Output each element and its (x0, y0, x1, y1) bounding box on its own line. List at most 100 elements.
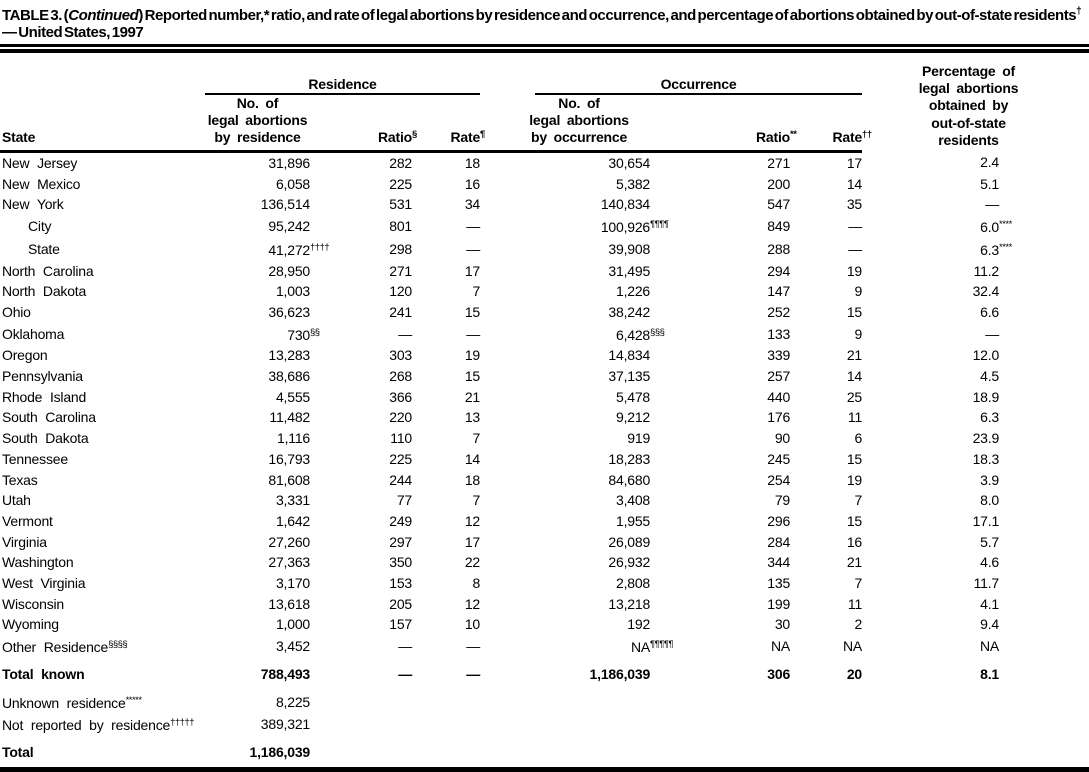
pct-cell: 6.3 (980, 409, 1000, 426)
occ-ratio-cell: 30 (774, 616, 791, 633)
occ-no-header-line: by occurrence (530, 129, 628, 145)
occ-ratio-cell: 147 (767, 283, 791, 300)
pct-cell: 5.1 (980, 175, 1000, 192)
pct-cell: 11.7 (973, 575, 1000, 592)
occ-ratio-cell: 135 (767, 575, 791, 592)
state-cell: State (28, 240, 60, 257)
res-rate-cell: 19 (464, 347, 481, 364)
percentage-column-header: Percentage of legal abortions obtained b… (862, 62, 1089, 152)
state-cell: Washington (2, 554, 74, 571)
res-ratio-cell: — (398, 665, 412, 682)
occ-no-cell: 31,495 (608, 262, 651, 279)
res-no-cell: 27,260 (268, 533, 310, 550)
group-header-spacer (0, 62, 205, 95)
occ-ratio-label: Ratio (756, 129, 791, 145)
state-cell: South Dakota (2, 430, 89, 447)
res-ratio-cell: — (398, 325, 412, 342)
occ-no-cell: 1,186,039 (589, 665, 651, 682)
res-rate-cell: 21 (464, 388, 481, 405)
occ-rate-cell: 15 (846, 450, 863, 467)
res-ratio-cell: 801 (389, 218, 412, 235)
table-row: New Jersey 31,896 282 18 30,654 271 17 2.4 (0, 152, 1089, 174)
occ-ratio-cell: 344 (767, 554, 791, 571)
occ-ratio-cell: 440 (767, 388, 791, 405)
occ-ratio-cell: 199 (767, 595, 791, 612)
state-cell: North Carolina (2, 262, 94, 279)
occ-ratio-cell: 339 (767, 347, 791, 364)
res-no-cell: 136,514 (260, 196, 310, 213)
occ-no-cell: 140,834 (600, 196, 651, 213)
state-cell: South Carolina (2, 409, 96, 426)
table-title: TABLE 3. (Continued) Reported number,* r… (0, 4, 1087, 41)
occ-no-cell: 84,680 (608, 471, 651, 488)
res-ratio-column-header: Ratio§ (310, 95, 417, 153)
pct-header-line: obtained by (928, 97, 1009, 114)
state-cell: Oklahoma (2, 325, 65, 342)
occ-no-cell: 192 (627, 616, 651, 633)
occ-ratio-column-header: Ratio** (650, 95, 797, 153)
res-ratio-cell: 297 (389, 533, 412, 550)
title-continued: Continued (68, 7, 139, 24)
table-row: Unknown residence***** 8,225 (0, 685, 1089, 714)
occ-ratio-cell: 176 (767, 409, 791, 426)
occurrence-group-label: Occurrence (535, 76, 863, 95)
state-cell: Utah (2, 492, 31, 509)
state-cell: Vermont (2, 512, 53, 529)
occ-rate-cell: 20 (846, 665, 863, 682)
occ-no-cell: 6,428§§§ (615, 326, 665, 343)
pct-cell: 8.0 (980, 492, 1000, 509)
occurrence-group-header: Occurrence (480, 62, 863, 95)
pct-cell: 6.6 (980, 303, 1000, 320)
res-rate-cell: 14 (464, 450, 481, 467)
res-no-cell: 1,642 (275, 512, 310, 529)
title-part2: ) Reported number,* ratio, and rate of l… (138, 7, 1077, 24)
state-cell: Wyoming (2, 616, 59, 633)
pct-cell: 9.4 (980, 616, 1000, 633)
occ-rate-label: Rate (832, 129, 863, 145)
state-cell: Pennsylvania (2, 368, 83, 385)
occ-rate-cell (790, 685, 862, 714)
occ-no-cell: 37,135 (608, 368, 651, 385)
res-no-cell: 13,618 (268, 595, 310, 612)
res-no-header-line: No. of (236, 95, 279, 111)
occ-rate-cell: 7 (854, 492, 863, 509)
occ-no-cell: 1,226 (615, 283, 651, 300)
occ-no-column-header: No. of legal abortions by occurrence (480, 95, 651, 153)
occ-no-cell: 14,834 (608, 347, 651, 364)
res-no-cell: 13,283 (268, 347, 310, 364)
res-no-cell: 389,321 (260, 716, 310, 733)
table-row: South Carolina 11,482 220 13 9,212 176 11 6.3 (0, 407, 1089, 428)
res-rate-cell: — (466, 218, 481, 235)
table-row: Total known 788,493 — — 1,186,039 306 20 8.1 (0, 658, 1089, 685)
occ-no-cell: NA¶¶¶¶¶ (630, 639, 674, 656)
table-row: Other Residence§§§§ 3,452 — — NA¶¶¶¶¶ NA NA NA (0, 635, 1089, 658)
occ-rate-cell: 35 (846, 196, 863, 213)
res-no-cell: 8,225 (275, 693, 310, 710)
res-no-cell: 1,000 (275, 616, 310, 633)
res-no-cell: 788,493 (260, 665, 310, 682)
res-ratio-cell: 220 (389, 409, 412, 426)
table-row: City 95,242 801 — 100,926¶¶¶¶ 849 — 6.0**** (0, 215, 1089, 238)
occ-ratio-cell: 254 (767, 471, 791, 488)
column-header-row: State No. of legal abortions by residenc… (0, 95, 1089, 153)
occ-no-cell: 9,212 (615, 409, 651, 426)
state-cell: New Mexico (2, 175, 81, 192)
res-no-cell: 11,482 (269, 409, 310, 426)
table-row: Wyoming 1,000 157 10 192 30 2 9.4 (0, 614, 1089, 635)
occ-rate-cell: 9 (854, 325, 863, 342)
residence-group-label: Residence (205, 76, 481, 95)
occ-no-cell: 100,926¶¶¶¶ (600, 219, 669, 236)
pct-cell: 4.6 (980, 554, 1000, 571)
res-ratio-cell: — (398, 638, 412, 655)
pct-cell: 6.0**** (980, 219, 1012, 236)
table-row: Oregon 13,283 303 19 14,834 339 21 12.0 (0, 345, 1089, 366)
pct-cell: 11.2 (973, 262, 1000, 279)
res-no-cell: 6,058 (275, 175, 310, 192)
occ-no-cell: 13,218 (608, 595, 651, 612)
table-row: North Dakota 1,003 120 7 1,226 147 9 32.4 (0, 281, 1089, 302)
res-rate-cell: 15 (464, 368, 481, 385)
occ-rate-cell: 21 (846, 554, 863, 571)
table-row: Virginia 27,260 297 17 26,089 284 16 5.7 (0, 532, 1089, 553)
occ-rate-cell: 11 (847, 409, 863, 426)
